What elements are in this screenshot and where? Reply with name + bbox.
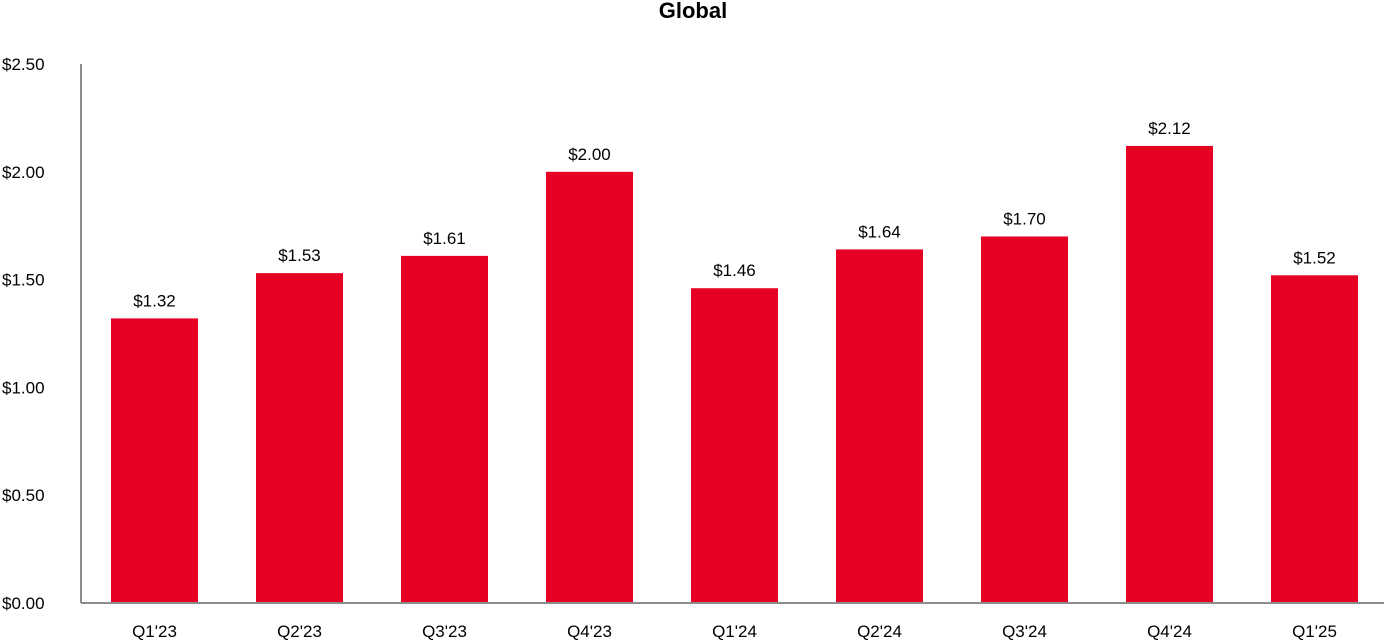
bar: [401, 255, 488, 603]
data-label: $1.64: [858, 222, 901, 241]
x-tick-label: Q4'24: [1147, 622, 1192, 640]
bars-group: [111, 145, 1358, 604]
x-axis-labels: Q1'23 Q2'23 Q3'23 Q4'23 Q1'24 Q2'24 Q3'24 Q4'24…: [132, 622, 1337, 640]
bar: [691, 288, 778, 603]
y-tick-label: $2.50: [2, 55, 45, 74]
x-tick-label: Q3'24: [1002, 622, 1047, 640]
chart-title: Global: [658, 0, 728, 23]
bar: [1271, 275, 1358, 603]
x-tick-label: Q3'23: [422, 622, 467, 640]
y-tick-label: $2.00: [2, 163, 45, 182]
data-labels-group: $1.32 $1.53 $1.61 $2.00 $1.46 $1.64 $1.70 $2.12…: [133, 119, 1336, 310]
x-tick-label: Q1'25: [1292, 622, 1337, 640]
data-label: $1.61: [423, 229, 466, 248]
bar: [111, 318, 198, 603]
y-tick-label: $1.50: [2, 271, 45, 290]
bar: [981, 236, 1068, 604]
data-label: $1.70: [1003, 209, 1046, 228]
bar: [546, 171, 633, 604]
bar: [1126, 145, 1213, 604]
bar: [256, 273, 343, 603]
x-tick-label: Q1'24: [712, 622, 757, 640]
y-axis-ticks: $0.00 $0.50 $1.00 $1.50 $2.00 $2.50: [2, 55, 45, 613]
data-label: $1.32: [133, 291, 176, 310]
data-label: $2.00: [568, 145, 611, 164]
data-label: $2.12: [1148, 119, 1191, 138]
x-tick-label: Q2'24: [857, 622, 902, 640]
data-label: $1.52: [1293, 248, 1336, 267]
data-label: $1.53: [278, 246, 321, 265]
x-tick-label: Q2'23: [277, 622, 322, 640]
x-tick-label: Q4'23: [567, 622, 612, 640]
y-tick-label: $1.00: [2, 378, 45, 397]
bar: [836, 249, 923, 603]
y-tick-label: $0.50: [2, 486, 45, 505]
x-tick-label: Q1'23: [132, 622, 177, 640]
y-tick-label: $0.00: [2, 594, 45, 613]
data-label: $1.46: [713, 261, 756, 280]
